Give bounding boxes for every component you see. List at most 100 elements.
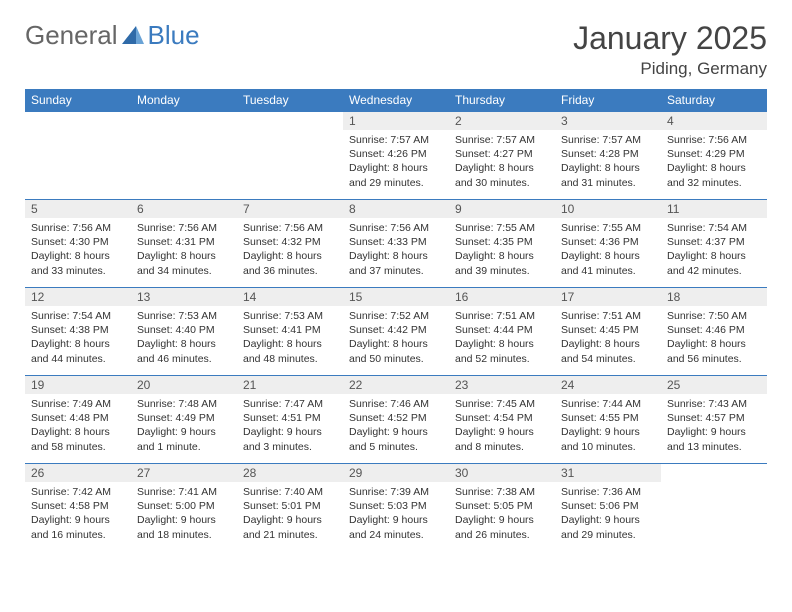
sunset-text: Sunset: 4:31 PM (137, 235, 231, 249)
daylight-line2: and 30 minutes. (455, 176, 549, 190)
sunrise-text: Sunrise: 7:52 AM (349, 309, 443, 323)
sunrise-text: Sunrise: 7:39 AM (349, 485, 443, 499)
day-content: Sunrise: 7:56 AMSunset: 4:31 PMDaylight:… (131, 218, 237, 282)
calendar-day-cell: 14Sunrise: 7:53 AMSunset: 4:41 PMDayligh… (237, 287, 343, 375)
calendar-day-cell: 11Sunrise: 7:54 AMSunset: 4:37 PMDayligh… (661, 199, 767, 287)
month-title: January 2025 (573, 20, 767, 57)
day-number: 20 (131, 375, 237, 394)
day-content: Sunrise: 7:47 AMSunset: 4:51 PMDaylight:… (237, 394, 343, 458)
day-number: 26 (25, 463, 131, 482)
weekday-header: Monday (131, 89, 237, 111)
day-number: 21 (237, 375, 343, 394)
day-number: 31 (555, 463, 661, 482)
sunset-text: Sunset: 4:37 PM (667, 235, 761, 249)
sunrise-text: Sunrise: 7:56 AM (667, 133, 761, 147)
day-number: 5 (25, 199, 131, 218)
sunrise-text: Sunrise: 7:45 AM (455, 397, 549, 411)
day-number: 11 (661, 199, 767, 218)
sunset-text: Sunset: 4:58 PM (31, 499, 125, 513)
day-content: Sunrise: 7:51 AMSunset: 4:44 PMDaylight:… (449, 306, 555, 370)
daylight-line2: and 54 minutes. (561, 352, 655, 366)
daylight-line1: Daylight: 9 hours (137, 513, 231, 527)
sunrise-text: Sunrise: 7:38 AM (455, 485, 549, 499)
daylight-line1: Daylight: 9 hours (667, 425, 761, 439)
sunrise-text: Sunrise: 7:46 AM (349, 397, 443, 411)
daylight-line1: Daylight: 8 hours (455, 337, 549, 351)
sunrise-text: Sunrise: 7:57 AM (349, 133, 443, 147)
day-number: 1 (343, 111, 449, 130)
calendar-day-cell: 20Sunrise: 7:48 AMSunset: 4:49 PMDayligh… (131, 375, 237, 463)
daylight-line1: Daylight: 9 hours (455, 425, 549, 439)
day-number: 27 (131, 463, 237, 482)
sunrise-text: Sunrise: 7:56 AM (349, 221, 443, 235)
day-number (237, 111, 343, 130)
sunrise-text: Sunrise: 7:55 AM (561, 221, 655, 235)
daylight-line2: and 36 minutes. (243, 264, 337, 278)
sunrise-text: Sunrise: 7:40 AM (243, 485, 337, 499)
daylight-line1: Daylight: 9 hours (31, 513, 125, 527)
day-number: 15 (343, 287, 449, 306)
sunrise-text: Sunrise: 7:47 AM (243, 397, 337, 411)
calendar-day-cell: 6Sunrise: 7:56 AMSunset: 4:31 PMDaylight… (131, 199, 237, 287)
day-number (661, 463, 767, 482)
day-content: Sunrise: 7:39 AMSunset: 5:03 PMDaylight:… (343, 482, 449, 546)
day-content: Sunrise: 7:51 AMSunset: 4:45 PMDaylight:… (555, 306, 661, 370)
weekday-header: Sunday (25, 89, 131, 111)
daylight-line2: and 29 minutes. (349, 176, 443, 190)
sunrise-text: Sunrise: 7:44 AM (561, 397, 655, 411)
day-content: Sunrise: 7:50 AMSunset: 4:46 PMDaylight:… (661, 306, 767, 370)
sunset-text: Sunset: 4:32 PM (243, 235, 337, 249)
calendar-day-cell: 17Sunrise: 7:51 AMSunset: 4:45 PMDayligh… (555, 287, 661, 375)
day-content: Sunrise: 7:38 AMSunset: 5:05 PMDaylight:… (449, 482, 555, 546)
day-number: 18 (661, 287, 767, 306)
daylight-line2: and 13 minutes. (667, 440, 761, 454)
day-number: 28 (237, 463, 343, 482)
sunset-text: Sunset: 4:54 PM (455, 411, 549, 425)
sunset-text: Sunset: 4:29 PM (667, 147, 761, 161)
day-content: Sunrise: 7:53 AMSunset: 4:40 PMDaylight:… (131, 306, 237, 370)
day-content: Sunrise: 7:36 AMSunset: 5:06 PMDaylight:… (555, 482, 661, 546)
calendar-day-cell: 24Sunrise: 7:44 AMSunset: 4:55 PMDayligh… (555, 375, 661, 463)
location: Piding, Germany (573, 59, 767, 79)
day-content: Sunrise: 7:56 AMSunset: 4:30 PMDaylight:… (25, 218, 131, 282)
sunset-text: Sunset: 4:33 PM (349, 235, 443, 249)
daylight-line1: Daylight: 8 hours (667, 337, 761, 351)
daylight-line2: and 39 minutes. (455, 264, 549, 278)
sunset-text: Sunset: 4:27 PM (455, 147, 549, 161)
day-content: Sunrise: 7:42 AMSunset: 4:58 PMDaylight:… (25, 482, 131, 546)
day-number: 8 (343, 199, 449, 218)
daylight-line2: and 48 minutes. (243, 352, 337, 366)
sunrise-text: Sunrise: 7:51 AM (561, 309, 655, 323)
day-number (131, 111, 237, 130)
sunset-text: Sunset: 5:06 PM (561, 499, 655, 513)
daylight-line2: and 42 minutes. (667, 264, 761, 278)
day-number: 6 (131, 199, 237, 218)
sunrise-text: Sunrise: 7:57 AM (561, 133, 655, 147)
sunset-text: Sunset: 4:49 PM (137, 411, 231, 425)
day-number: 9 (449, 199, 555, 218)
daylight-line1: Daylight: 8 hours (137, 337, 231, 351)
daylight-line1: Daylight: 8 hours (31, 337, 125, 351)
daylight-line2: and 33 minutes. (31, 264, 125, 278)
day-content: Sunrise: 7:41 AMSunset: 5:00 PMDaylight:… (131, 482, 237, 546)
day-content: Sunrise: 7:57 AMSunset: 4:28 PMDaylight:… (555, 130, 661, 194)
daylight-line1: Daylight: 8 hours (667, 249, 761, 263)
sunrise-text: Sunrise: 7:48 AM (137, 397, 231, 411)
calendar-day-cell: 3Sunrise: 7:57 AMSunset: 4:28 PMDaylight… (555, 111, 661, 199)
calendar-day-cell: 15Sunrise: 7:52 AMSunset: 4:42 PMDayligh… (343, 287, 449, 375)
day-content: Sunrise: 7:54 AMSunset: 4:37 PMDaylight:… (661, 218, 767, 282)
calendar-day-cell: 2Sunrise: 7:57 AMSunset: 4:27 PMDaylight… (449, 111, 555, 199)
calendar-day-cell: 25Sunrise: 7:43 AMSunset: 4:57 PMDayligh… (661, 375, 767, 463)
sunset-text: Sunset: 4:42 PM (349, 323, 443, 337)
day-number: 4 (661, 111, 767, 130)
calendar-day-cell: 22Sunrise: 7:46 AMSunset: 4:52 PMDayligh… (343, 375, 449, 463)
title-block: January 2025 Piding, Germany (573, 20, 767, 79)
sunrise-text: Sunrise: 7:36 AM (561, 485, 655, 499)
sunset-text: Sunset: 4:45 PM (561, 323, 655, 337)
sunset-text: Sunset: 4:40 PM (137, 323, 231, 337)
weekday-header: Saturday (661, 89, 767, 111)
weekday-header: Tuesday (237, 89, 343, 111)
calendar-day-cell: 16Sunrise: 7:51 AMSunset: 4:44 PMDayligh… (449, 287, 555, 375)
calendar-table: SundayMondayTuesdayWednesdayThursdayFrid… (25, 89, 767, 551)
calendar-day-cell: 27Sunrise: 7:41 AMSunset: 5:00 PMDayligh… (131, 463, 237, 551)
